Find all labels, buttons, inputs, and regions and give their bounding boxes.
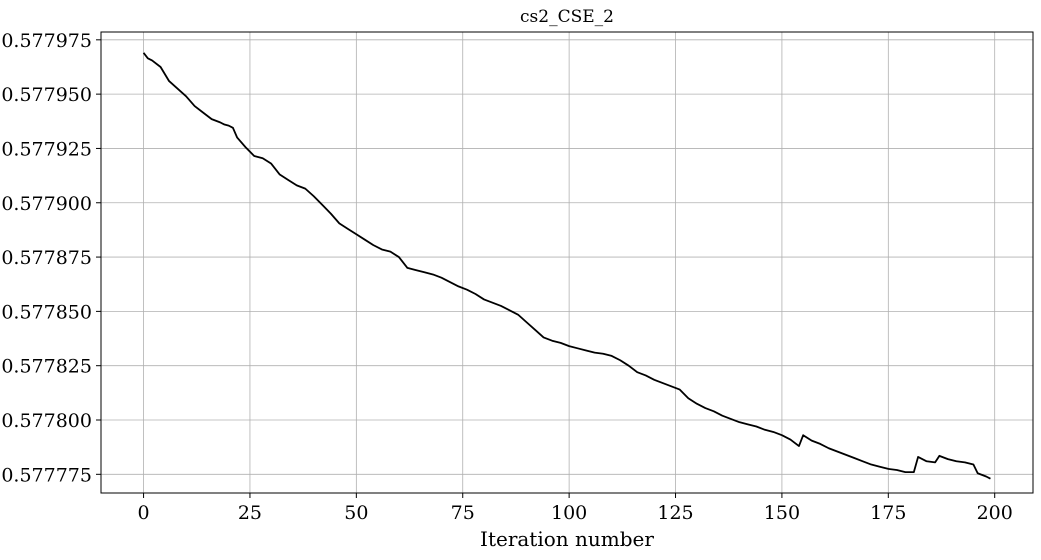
x-tick-label: 75	[451, 502, 475, 524]
y-tick-label: 0.577950	[1, 84, 92, 106]
y-tick-label: 0.577850	[1, 301, 92, 323]
series-layer	[142, 52, 991, 480]
plot-frame	[100, 31, 1034, 494]
x-tick-label: 175	[870, 502, 906, 524]
y-axis-ticks: 0.577775 0.577800 0.577825 0.577850 0.577875…	[1, 30, 101, 486]
x-tick-label: 100	[551, 502, 587, 524]
x-tick-label: 0	[138, 502, 150, 524]
x-axis-label: Iteration number	[480, 527, 654, 551]
y-tick-label: 0.577900	[1, 193, 92, 215]
x-tick-label: 200	[977, 502, 1013, 524]
x-tick-label: 125	[657, 502, 693, 524]
y-tick-label: 0.577875	[1, 247, 92, 269]
y-tick-label: 0.577975	[1, 30, 92, 52]
chart-title: cs2_CSE_2	[520, 7, 614, 27]
x-axis-ticks: 0 25 50 75 100 125 150 175 200	[138, 493, 1013, 524]
y-tick-label: 0.577775	[1, 464, 92, 486]
x-tick-label: 50	[344, 502, 368, 524]
x-tick-label: 25	[238, 502, 262, 524]
grid	[101, 32, 1033, 493]
series-line-0	[142, 52, 991, 480]
y-tick-label: 0.577825	[1, 356, 92, 378]
y-tick-label: 0.577800	[1, 410, 92, 432]
x-tick-label: 150	[764, 502, 800, 524]
y-tick-label: 0.577925	[1, 138, 92, 160]
